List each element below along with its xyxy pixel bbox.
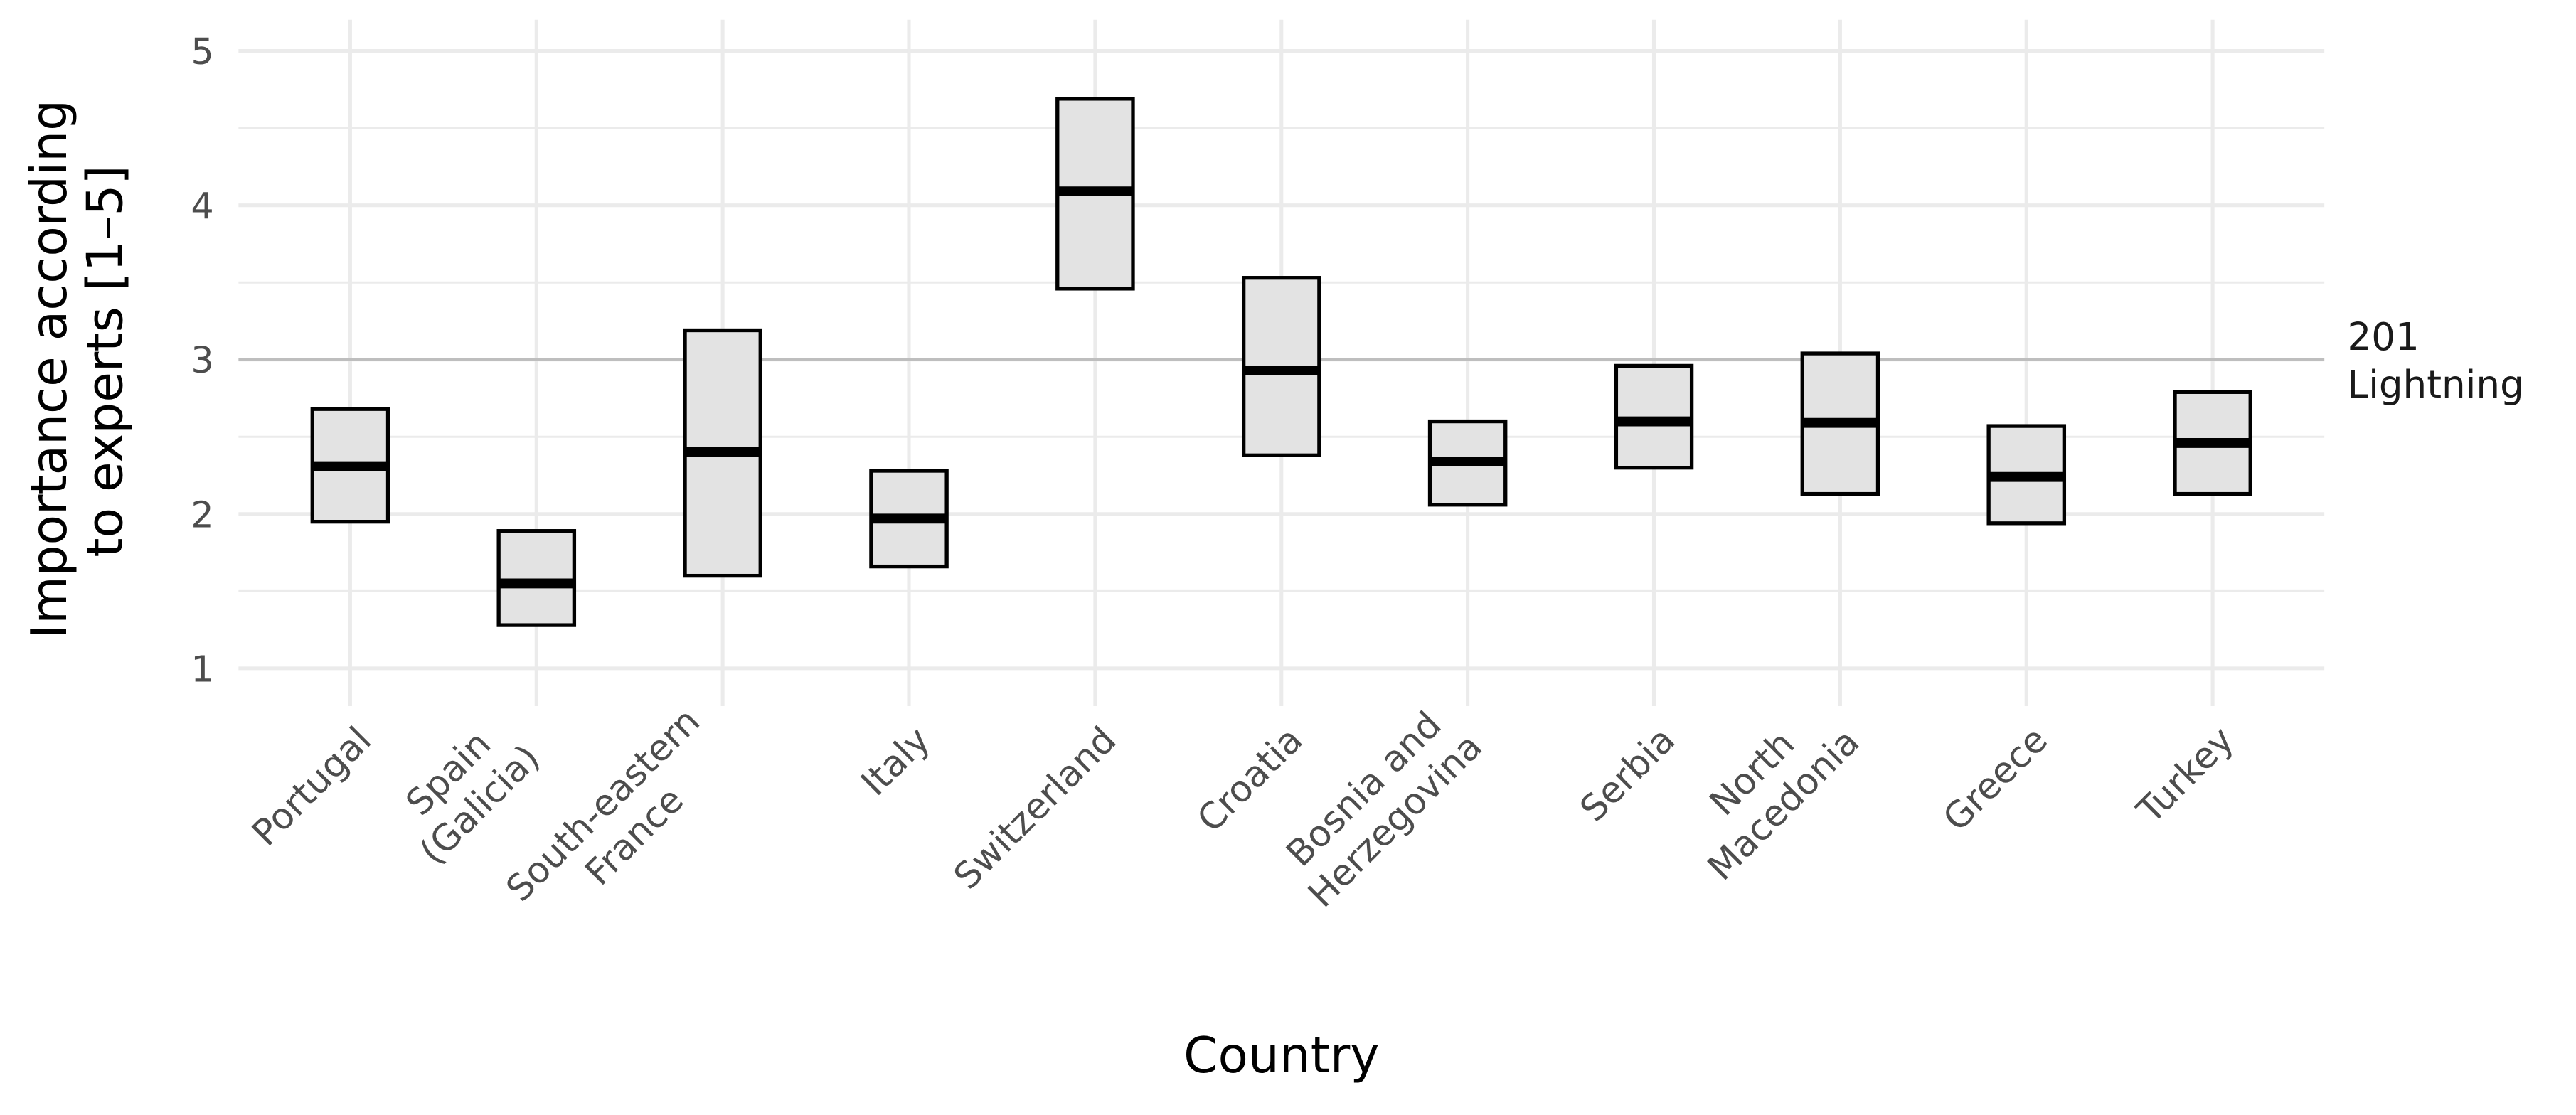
crossbar-bosnia-and-herzegovina [1427,419,1508,507]
y-tick-label: 4 [191,185,213,227]
crossbar-italy [869,469,949,569]
crossbar-serbia [1614,363,1694,470]
reference-label-line-1: 201 [2347,315,2419,359]
crossbar-north-macedonia [1800,351,1880,496]
y-axis-title-line-2: to experts [1–5] [77,165,134,557]
x-tick-label: Greece [1934,719,2055,840]
reference-line-label: 201 Lightning [2347,315,2523,407]
x-tick-labels: Portugal Spain(Galicia)South-easternFranc… [244,689,2242,941]
y-axis-title-line-1: Importance according [21,100,78,639]
y-axis-title: Importance according to experts [1–5] [21,84,134,639]
x-axis-title: Country [1183,1028,1379,1084]
x-tick-label: NorthMacedonia [1668,689,1867,888]
x-tick-label: South-easternFrance [498,700,739,941]
y-tick-label: 5 [191,31,213,73]
crossbar-croatia [1241,276,1321,457]
x-tick-label-line: Greece [1934,719,2055,840]
x-tick-label: Serbia [1572,719,1683,830]
crossbars [310,97,2252,627]
x-tick-label: Portugal [244,719,379,854]
x-tick-label: Italy [853,719,938,804]
x-tick-label-line: Italy [853,719,938,804]
crossbar-south-eastern-france [683,328,762,578]
x-tick-label-line: Portugal [244,719,379,854]
crossbar-turkey [2173,390,2252,496]
x-tick-label: Turkey [2129,719,2242,832]
y-tick-label: 2 [191,494,213,535]
reference-label-line-2: Lightning [2347,363,2523,407]
x-tick-label: Switzerland [945,719,1124,897]
x-tick-label: Croatia [1189,719,1311,841]
crossbar-box [496,529,577,627]
x-tick-label-line: Serbia [1572,719,1683,830]
x-tick-label-line: Croatia [1189,719,1311,841]
crossbar-spain-galicia- [496,529,577,627]
x-tick-label: Spain(Galicia) [380,705,548,873]
crossbar-greece [1986,424,2067,526]
crossbar-switzerland [1055,97,1135,291]
y-tick-labels: 1 2 3 4 5 [191,31,213,690]
x-tick-label: Bosnia andHerzegovina [1269,694,1490,915]
x-tick-label-line: Switzerland [945,719,1124,897]
y-tick-label: 1 [191,648,213,690]
y-tick-label: 3 [191,339,213,381]
crossbar-portugal [310,407,390,524]
x-tick-label-line: Turkey [2129,719,2242,832]
